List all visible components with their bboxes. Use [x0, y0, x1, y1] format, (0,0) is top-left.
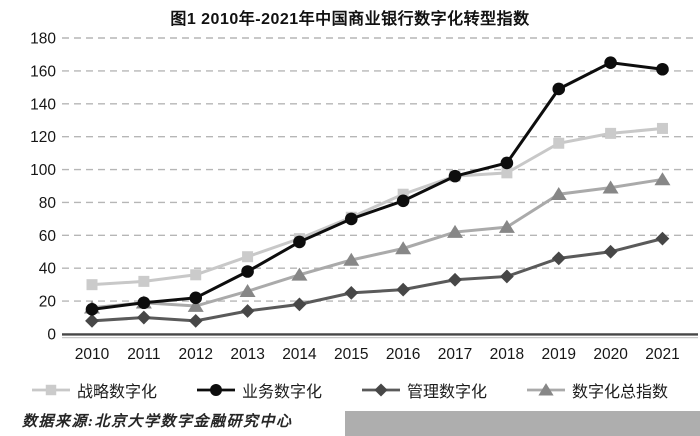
legend-label-overall-index: 数字化总指数 [572, 384, 669, 401]
line-chart: 0 20 40 60 80 100 120 140 160 180 2010 2011 2012 2013… [30, 31, 698, 363]
triangle-marker-icon [527, 383, 566, 396]
svg-text:20: 20 [39, 294, 57, 311]
svg-text:2016: 2016 [386, 346, 420, 363]
svg-text:2019: 2019 [541, 346, 575, 363]
legend-item-overall-index: 数字化总指数 [527, 378, 668, 402]
gray-overlay-box [345, 411, 700, 436]
source-note: 数据来源:北京大学数字金融研究中心 [22, 414, 293, 430]
svg-text:160: 160 [30, 63, 56, 80]
svg-text:100: 100 [30, 162, 56, 179]
chart-title: 图1 2010年-2021年中国商业银行数字化转型指数 [170, 11, 530, 28]
circle-marker-icon [196, 384, 235, 396]
legend-label-business: 业务数字化 [241, 384, 322, 401]
svg-text:2010: 2010 [75, 346, 110, 363]
svg-text:2011: 2011 [127, 346, 160, 363]
legend-label-management: 管理数字化 [407, 384, 488, 401]
svg-text:0: 0 [47, 327, 56, 344]
svg-text:2020: 2020 [593, 346, 628, 363]
legend-label-strategy: 战略数字化 [76, 384, 157, 401]
svg-text:2012: 2012 [178, 346, 212, 363]
svg-text:80: 80 [39, 195, 57, 212]
svg-text:60: 60 [39, 228, 57, 245]
svg-text:140: 140 [30, 96, 56, 113]
svg-text:2014: 2014 [282, 346, 317, 363]
diamond-marker-icon [362, 383, 400, 397]
legend-item-business: 业务数字化 [196, 378, 322, 402]
legend-item-strategy: 战略数字化 [31, 378, 157, 402]
chart-legend: 战略数字化 业务数字化 管理数字化 数字化总指数 [0, 378, 700, 402]
svg-text:2015: 2015 [334, 346, 368, 363]
svg-text:2021: 2021 [645, 346, 679, 363]
svg-text:40: 40 [39, 261, 57, 278]
svg-text:2018: 2018 [490, 346, 524, 363]
svg-text:2017: 2017 [438, 346, 472, 363]
square-marker-icon [31, 384, 70, 396]
svg-text:120: 120 [30, 129, 56, 146]
svg-text:2013: 2013 [230, 346, 264, 363]
svg-text:180: 180 [30, 31, 56, 48]
legend-item-management: 管理数字化 [362, 378, 487, 402]
